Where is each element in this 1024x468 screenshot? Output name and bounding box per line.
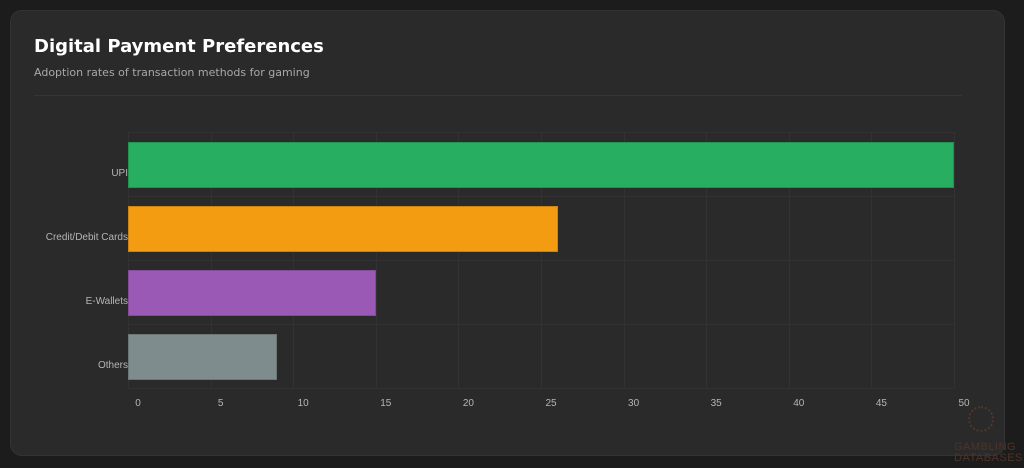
x-tick-label: 45 <box>875 398 887 409</box>
gridline-horizontal <box>128 324 954 325</box>
chart-title: Digital Payment Preferences <box>34 36 324 57</box>
y-category-label: Credit/Debit Cards <box>45 232 128 243</box>
x-tick-label: 15 <box>380 398 392 409</box>
x-tick-label: 0 <box>135 398 141 409</box>
x-tick-label: 30 <box>628 398 640 409</box>
watermark-logo: GAMBLING DATABASES <box>952 400 1024 468</box>
x-tick-label: 50 <box>958 398 970 409</box>
bar-others[interactable] <box>128 334 277 380</box>
x-tick-label: 20 <box>462 398 474 409</box>
x-tick-label: 25 <box>545 398 557 409</box>
y-category-label: E-Wallets <box>85 296 128 307</box>
gridline-horizontal <box>128 196 954 197</box>
y-category-label: Others <box>97 360 128 371</box>
watermark-text: GAMBLING DATABASES <box>954 441 1023 464</box>
gridline-horizontal <box>128 260 954 261</box>
x-tick-label: 40 <box>793 398 805 409</box>
x-tick-label: 35 <box>710 398 722 409</box>
header-divider <box>34 95 962 96</box>
gridline-horizontal <box>128 388 954 389</box>
plot-area <box>128 132 955 389</box>
y-category-label: UPI <box>111 168 128 179</box>
x-tick-label: 10 <box>297 398 309 409</box>
bar-credit-debit-cards[interactable] <box>128 206 558 252</box>
watermark-ring-icon <box>968 406 994 432</box>
gridline-horizontal <box>128 132 954 133</box>
bar-e-wallets[interactable] <box>128 270 376 316</box>
gridline-vertical <box>954 132 955 388</box>
bar-upi[interactable] <box>128 142 954 188</box>
chart-subtitle: Adoption rates of transaction methods fo… <box>34 66 310 79</box>
x-tick-label: 5 <box>217 398 224 409</box>
